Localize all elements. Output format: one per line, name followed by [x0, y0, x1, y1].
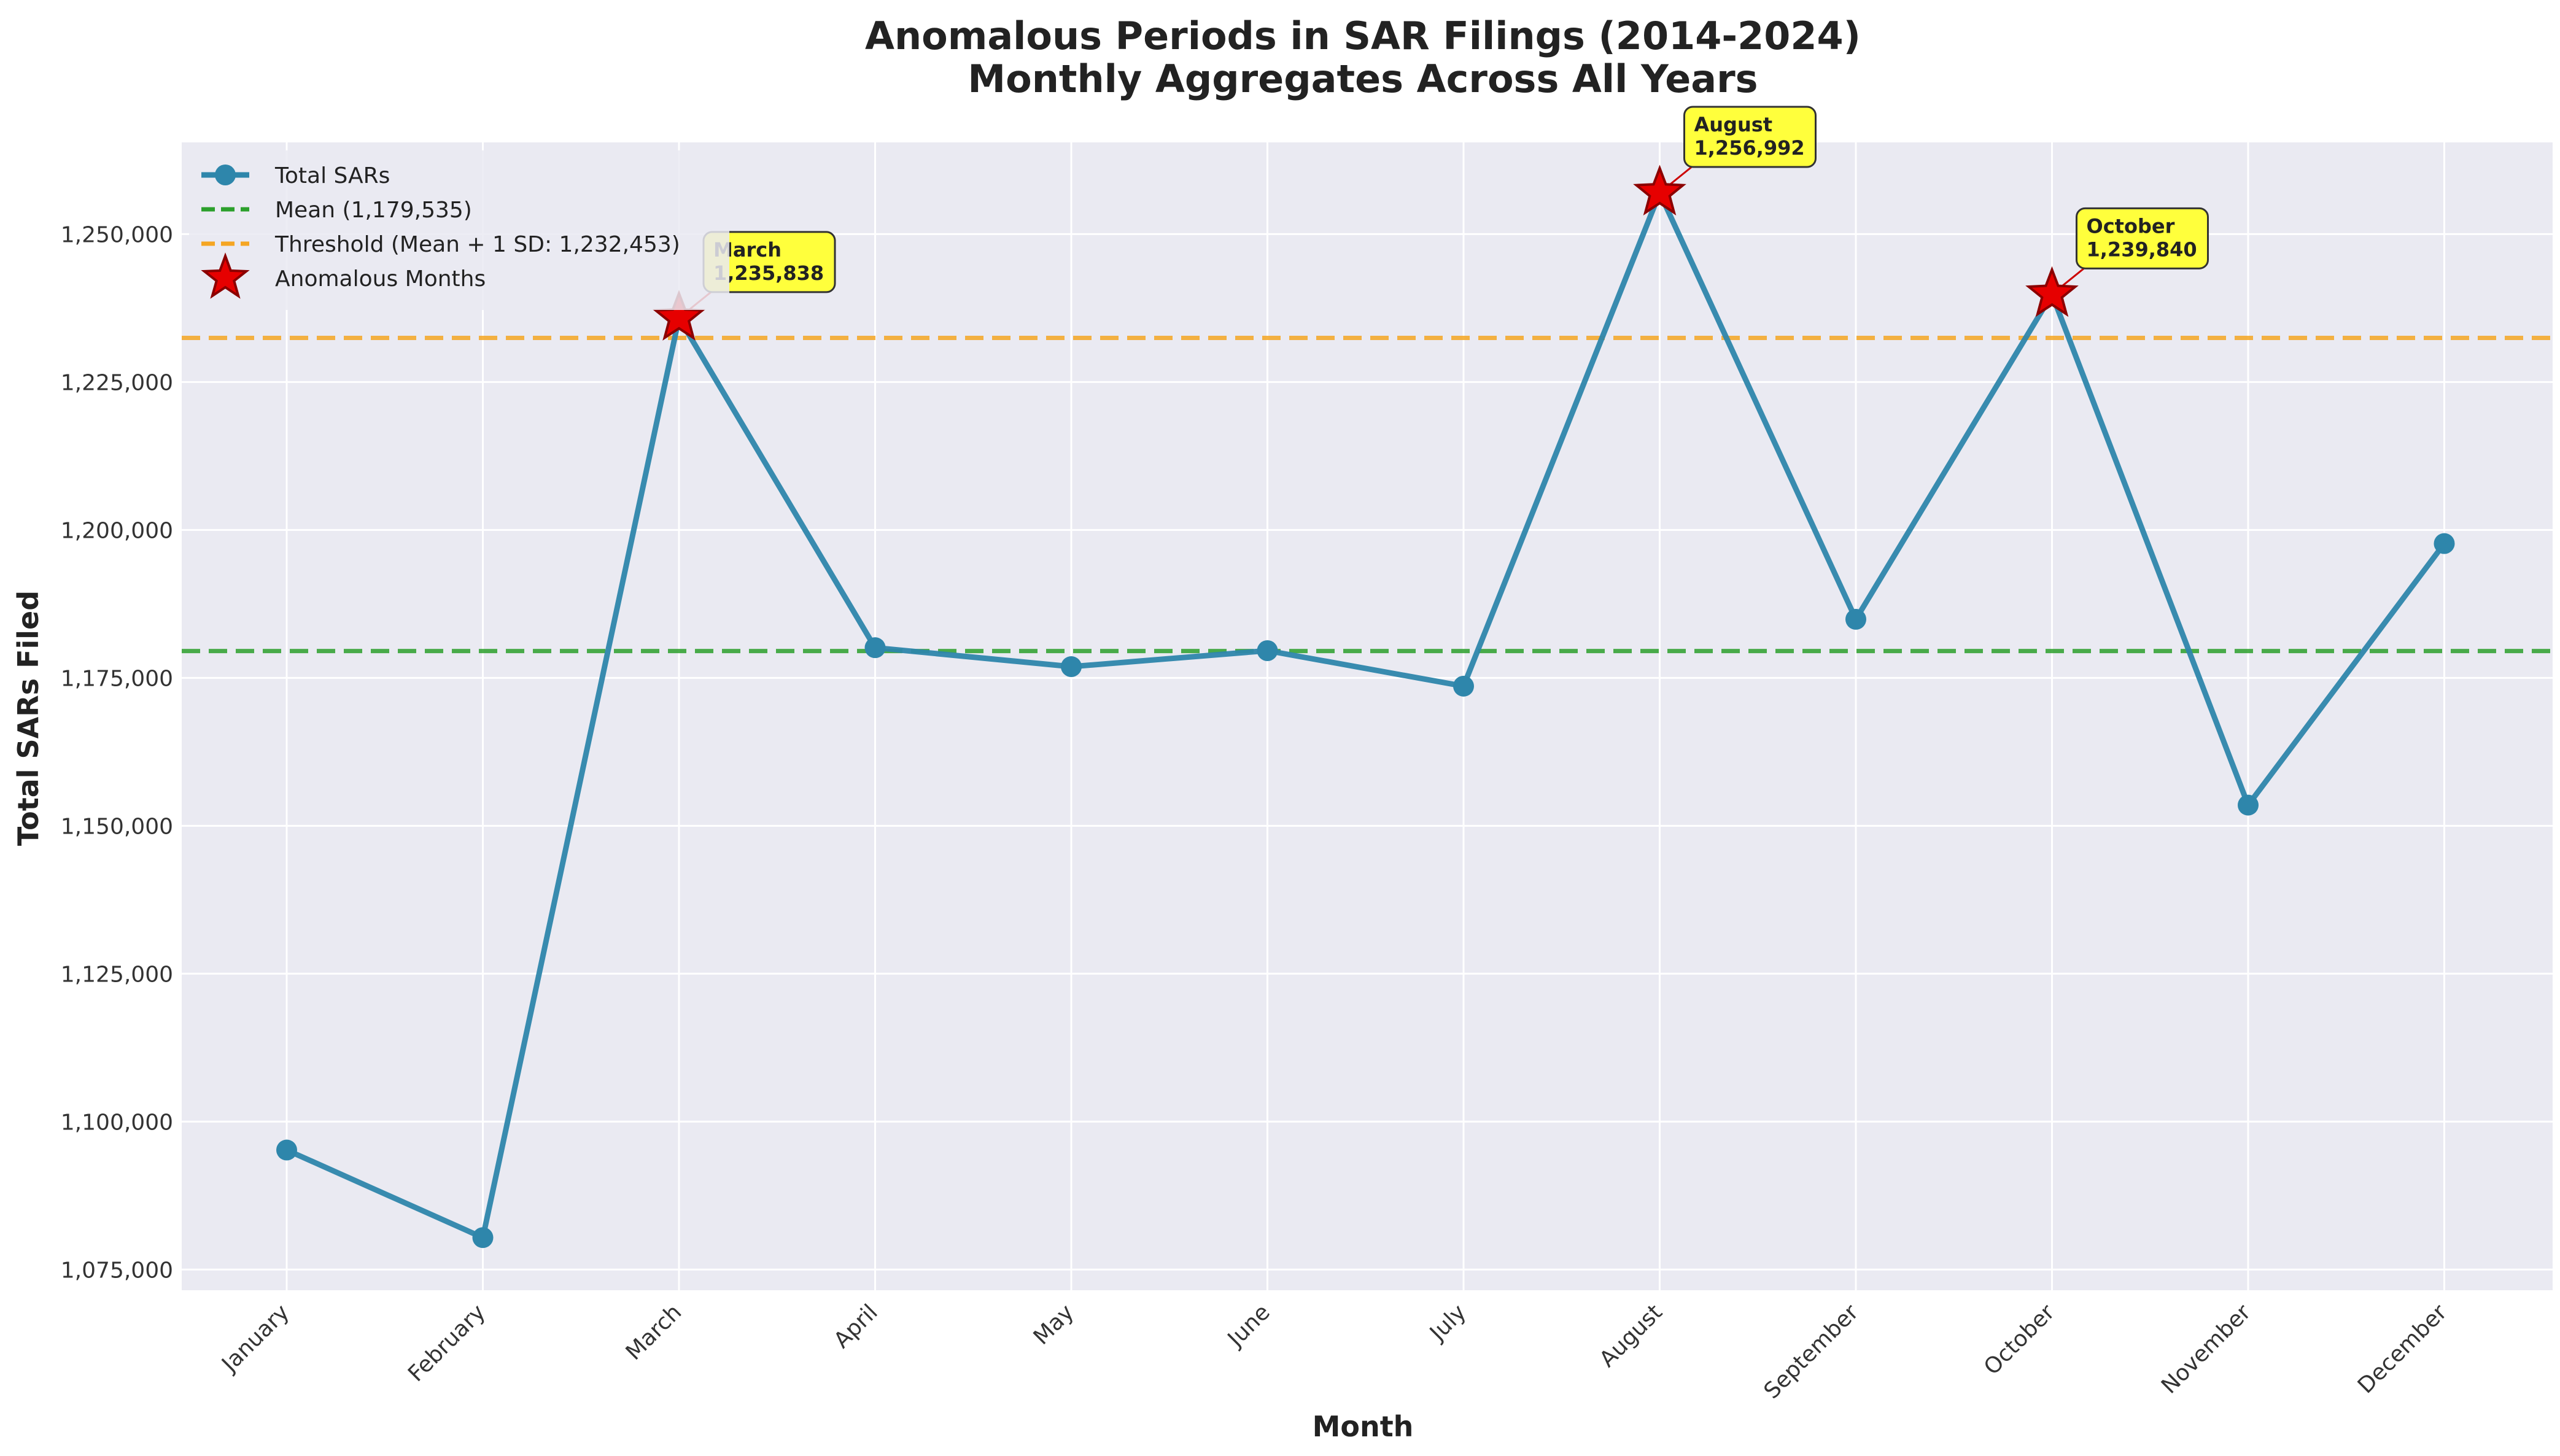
x-axis-ticks: January February March April May June July Augu… [216, 1299, 2452, 1404]
anomalous-months: March1,235,838August1,256,992October1,23… [652, 106, 2209, 341]
series-line [285, 190, 2447, 1241]
legend: Total SARs Mean (1,179,535) Threshold (Mea… [189, 150, 729, 310]
x-tick-label: October [1979, 1299, 2060, 1380]
data-point-july [1453, 675, 1474, 697]
legend-item: Mean (1,179,535) [201, 198, 472, 223]
y-tick-label: 1,175,000 [61, 666, 173, 691]
plot-area [182, 142, 2553, 1290]
x-tick-label: November [2157, 1299, 2256, 1399]
x-tick-label: January [216, 1299, 294, 1377]
legend-swatch-marker [215, 165, 236, 185]
chart-title: Anomalous Periods in SAR Filings (2014-2… [865, 14, 1861, 58]
annotation-value: 1,239,840 [2087, 238, 2197, 261]
legend-label: Mean (1,179,535) [275, 198, 472, 223]
annotation-value: 1,256,992 [1694, 136, 1805, 160]
y-tick-label: 1,125,000 [61, 962, 173, 987]
chart-subtitle: Monthly Aggregates Across All Years [968, 56, 1758, 101]
x-tick-label: February [403, 1299, 491, 1387]
x-tick-label: March [621, 1299, 687, 1365]
anomaly-star-march [652, 290, 706, 341]
annotation-box [1683, 106, 1817, 168]
reference-lines [182, 336, 2553, 654]
y-tick-label: 1,250,000 [61, 222, 173, 247]
legend-swatch-star [201, 252, 250, 299]
data-point-november [2238, 794, 2259, 816]
y-tick-label: 1,150,000 [61, 814, 173, 839]
y-tick-label: 1,225,000 [61, 370, 173, 395]
x-tick-label: July [1424, 1299, 1471, 1346]
data-point-september [1845, 608, 1866, 630]
legend-item: Threshold (Mean + 1 SD: 1,232,453) [201, 232, 680, 257]
legend-item: Anomalous Months [201, 252, 486, 299]
y-tick-label: 1,200,000 [61, 518, 173, 543]
y-axis-ticks: 1,075,000 1,100,000 1,125,000 1,150,000 1,17… [61, 222, 173, 1283]
legend-label: Total SARs [274, 163, 390, 188]
y-tick-label: 1,100,000 [61, 1110, 173, 1135]
x-tick-label: May [1029, 1299, 1079, 1350]
y-tick-label: 1,075,000 [61, 1258, 173, 1283]
annotation-month: October [2087, 214, 2175, 238]
data-point-january [276, 1139, 297, 1161]
x-tick-label: September [1759, 1299, 1864, 1404]
data-point-february [472, 1227, 494, 1249]
anomaly-star-august [1633, 165, 1686, 215]
x-tick-label: April [829, 1299, 883, 1353]
x-axis-label: Month [1313, 1410, 1414, 1443]
legend-item: Total SARs [201, 163, 390, 188]
annotation-box [2076, 207, 2209, 269]
anomaly-star-october [2025, 266, 2079, 317]
x-tick-label: December [2353, 1299, 2452, 1398]
x-tick-label: June [1222, 1299, 1275, 1352]
annotation-month: August [1694, 113, 1773, 136]
legend-label: Threshold (Mean + 1 SD: 1,232,453) [274, 232, 680, 257]
data-point-december [2434, 533, 2455, 554]
data-point-may [1061, 656, 1082, 678]
annotation-value: 1,235,838 [713, 261, 824, 285]
grid-lines [182, 142, 2553, 1290]
y-axis-label: Total SARs Filed [12, 591, 45, 846]
data-point-june [1257, 640, 1278, 662]
data-point-april [864, 637, 886, 659]
x-tick-label: August [1595, 1299, 1667, 1372]
legend-box [189, 150, 729, 310]
legend-label: Anomalous Months [275, 266, 486, 292]
